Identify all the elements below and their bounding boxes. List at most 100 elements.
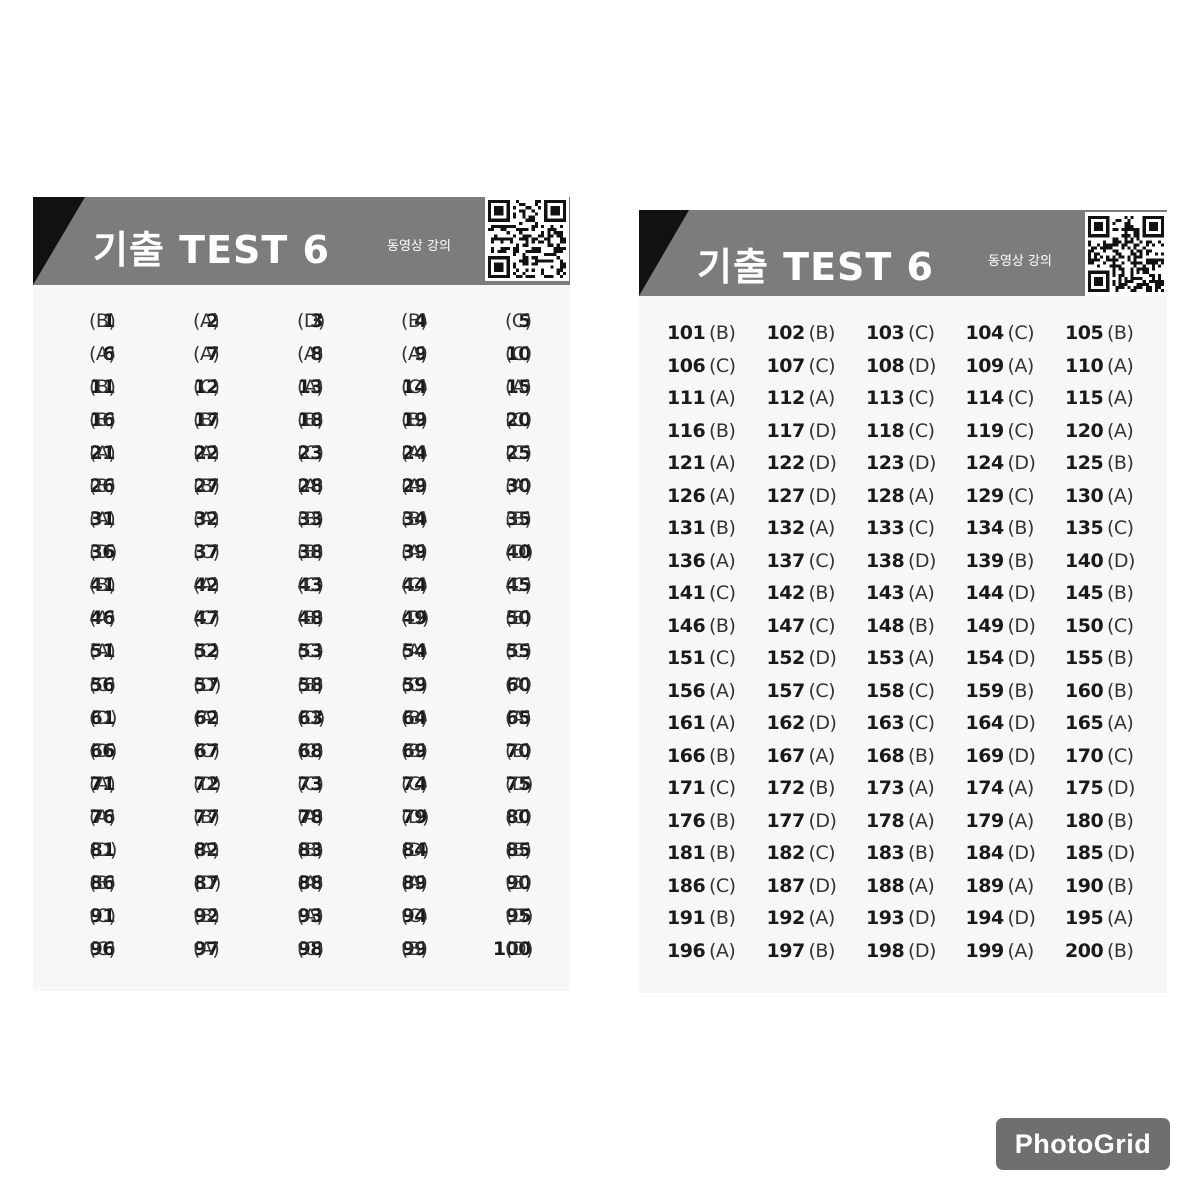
question-number: 34	[401, 508, 428, 531]
answer-item: 52 (C)	[157, 640, 261, 673]
answer-choice: (A)	[505, 376, 532, 399]
qr-code-icon[interactable]	[1085, 212, 1167, 296]
answer-item: 41 (B)	[53, 574, 157, 607]
question-number: 53	[297, 640, 324, 663]
answer-item: 21 (A)	[53, 442, 157, 475]
answer-item: 16 (B)	[53, 409, 157, 442]
question-number: 143	[866, 582, 905, 604]
question-number: 38	[297, 541, 324, 564]
answer-item: 190 (B)	[1057, 875, 1157, 908]
answer-row: 136 (A) 137 (C) 138 (D) 139 (B) 140 (D)	[659, 550, 1157, 583]
question-number: 80	[505, 805, 532, 828]
question-number: 82	[193, 838, 220, 861]
answer-item: 83 (B)	[261, 839, 365, 872]
answer-item: 156 (A)	[659, 680, 759, 713]
answer-item: 125 (B)	[1057, 452, 1157, 485]
answer-row: 96 (C) 97 (A) 98 (C) 99 (B) 100 (D)	[53, 938, 573, 971]
question-number: 69	[401, 739, 428, 762]
question-number: 198	[866, 939, 905, 962]
answer-row: 191 (B) 192 (A) 193 (D) 194 (D) 195 (A)	[659, 907, 1157, 940]
question-number: 55	[505, 640, 532, 663]
answer-choice: (A)	[193, 442, 220, 465]
question-number: 118	[866, 419, 905, 442]
answer-choice: (C)	[808, 842, 836, 864]
question-number: 64	[401, 706, 428, 729]
answer-choice: (B)	[709, 419, 736, 442]
answer-choice: (D)	[808, 712, 837, 734]
answer-item: 48 (B)	[261, 607, 365, 640]
answer-choice: (B)	[808, 322, 836, 344]
answer-item: 133 (C)	[858, 517, 958, 550]
answer-item: 94 (C)	[365, 905, 469, 938]
answer-item: 13 (A)	[261, 376, 365, 409]
question-number: 65	[505, 706, 532, 729]
answer-item: 96 (C)	[53, 938, 157, 971]
answer-item: 139 (B)	[958, 550, 1058, 583]
question-number: 116	[667, 419, 706, 442]
question-number: 138	[866, 549, 905, 572]
answer-choice: (B)	[1007, 679, 1035, 702]
answer-choice: (A)	[1007, 939, 1035, 962]
answer-item: 196 (A)	[659, 940, 759, 973]
answer-item: 24 (A)	[365, 442, 469, 475]
answer-choice: (A)	[808, 387, 836, 409]
answer-item: 142 (B)	[759, 582, 859, 615]
answer-item: 57 (D)	[157, 674, 261, 707]
answer-item: 179 (A)	[958, 810, 1058, 843]
answer-item: 38 (B)	[261, 541, 365, 574]
question-number: 188	[866, 874, 905, 897]
answer-choice: (C)	[709, 874, 736, 897]
answer-choice: (C)	[401, 904, 428, 927]
answer-item: 100 (D)	[469, 938, 573, 971]
answer-item: 155 (B)	[1057, 647, 1157, 680]
answer-row: 56 (C) 57 (D) 58 (B) 59 (C) 60 (A)	[53, 674, 573, 707]
question-number: 170	[1065, 744, 1104, 767]
answer-row: 141 (C) 142 (B) 143 (A) 144 (D) 145 (B)	[659, 582, 1157, 615]
answer-item: 7 (A)	[157, 343, 261, 376]
answer-item: 110 (A)	[1057, 355, 1157, 388]
answer-choice: (A)	[297, 805, 324, 828]
question-number: 92	[193, 904, 220, 927]
answer-choice: (B)	[808, 777, 836, 799]
answer-item: 162 (D)	[759, 712, 859, 745]
question-number: 145	[1065, 582, 1104, 604]
question-number: 182	[766, 842, 806, 864]
answer-item: 199 (A)	[958, 940, 1058, 973]
answer-choice: (A)	[89, 640, 116, 663]
answer-choice: (B)	[89, 409, 116, 432]
question-number: 179	[965, 809, 1005, 832]
answer-item: 127 (D)	[759, 485, 859, 518]
question-number: 101	[667, 322, 706, 344]
answer-choice: (B)	[193, 475, 220, 498]
answer-item: 197 (B)	[759, 940, 859, 973]
answer-item: 157 (C)	[759, 680, 859, 713]
answer-choice: (A)	[297, 376, 324, 399]
question-number: 133	[866, 517, 905, 539]
answer-choice: (B)	[89, 475, 116, 498]
answer-choice: (B)	[808, 939, 836, 962]
question-number: 104	[965, 322, 1005, 344]
question-number: 111	[667, 387, 706, 409]
answer-choice: (C)	[505, 310, 532, 332]
answer-choice: (D)	[401, 607, 429, 630]
question-number: 195	[1065, 907, 1104, 929]
answer-choice: (C)	[908, 419, 935, 442]
question-number: 127	[766, 484, 806, 507]
answer-choice: (D)	[89, 838, 117, 861]
answer-item: 189 (A)	[958, 875, 1058, 908]
question-number: 153	[866, 647, 905, 669]
answer-item: 135 (C)	[1057, 517, 1157, 550]
answer-item: 4 (B)	[365, 310, 469, 343]
answer-choice: (A)	[908, 484, 935, 507]
answer-item: 129 (C)	[958, 485, 1058, 518]
answer-choice: (C)	[297, 640, 324, 663]
qr-code-icon[interactable]	[485, 197, 569, 281]
answer-choice: (D)	[1107, 842, 1135, 864]
answer-choice: (B)	[709, 517, 736, 539]
answer-choice: (C)	[908, 387, 935, 409]
answer-item: 97 (A)	[157, 938, 261, 971]
answer-item: 56 (C)	[53, 674, 157, 707]
answer-choice: (A)	[709, 679, 736, 702]
answer-item: 119 (C)	[958, 420, 1058, 453]
question-number: 78	[297, 805, 324, 828]
